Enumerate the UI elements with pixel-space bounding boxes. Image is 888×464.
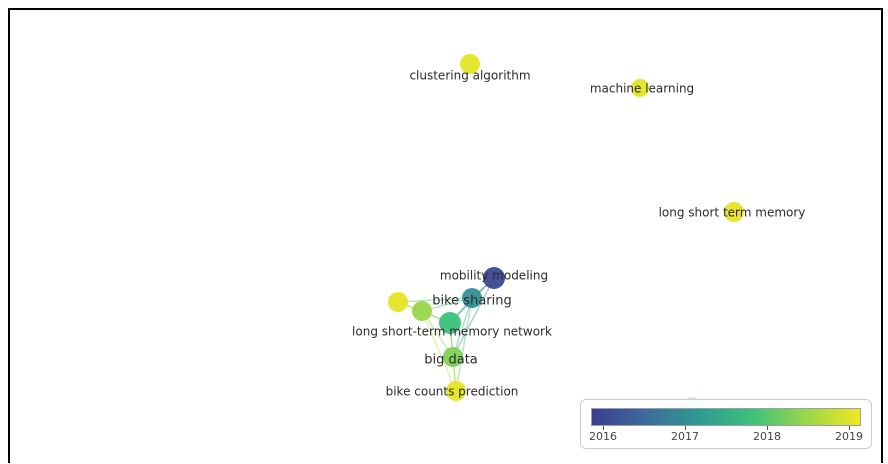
node-label-lstmnet: long short-term memory network bbox=[352, 325, 552, 339]
network-link bbox=[452, 277, 495, 358]
node-layer bbox=[388, 54, 744, 415]
label-layer: clustering algorithm machine learning long… bbox=[352, 69, 805, 414]
node-ml[interactable] bbox=[631, 79, 649, 97]
node-unlabeled2[interactable] bbox=[412, 301, 432, 321]
legend-tick-mark bbox=[767, 426, 768, 430]
node-mobility[interactable] bbox=[483, 267, 505, 289]
node-lstmnet[interactable] bbox=[439, 312, 461, 334]
legend-tick-2019: 2019 bbox=[835, 430, 863, 443]
node-label-ml: machine learning bbox=[590, 82, 694, 96]
legend-color-gradient bbox=[591, 408, 861, 426]
network-canvas[interactable]: clustering algorithm machine learning long… bbox=[8, 8, 883, 463]
node-label-bikecounts: bike counts prediction bbox=[386, 385, 519, 399]
network-link bbox=[452, 297, 473, 358]
legend-tick-mark bbox=[603, 426, 604, 430]
node-label-clustering: clustering algorithm bbox=[409, 69, 530, 83]
node-clustering[interactable] bbox=[460, 54, 480, 74]
network-link bbox=[421, 310, 457, 392]
node-bikecounts[interactable] bbox=[446, 381, 466, 401]
node-label-bikesharing: bike sharing bbox=[432, 294, 512, 309]
node-bigdata[interactable] bbox=[443, 347, 463, 367]
node-label-lstm: long short term memory bbox=[659, 206, 806, 220]
year-color-legend: 2016 2017 2018 2019 bbox=[580, 399, 872, 449]
node-label-mobility: mobility modeling bbox=[440, 269, 548, 283]
legend-tick-mark bbox=[685, 426, 686, 430]
overlay-visualization-svg: clustering algorithm machine learning long… bbox=[352, 54, 805, 415]
network-link bbox=[455, 297, 473, 392]
legend-tick-2016: 2016 bbox=[589, 430, 617, 443]
node-bikesharing[interactable] bbox=[462, 288, 482, 308]
network-link bbox=[397, 297, 473, 303]
legend-tick-mark bbox=[849, 426, 850, 430]
legend-tick-2018: 2018 bbox=[753, 430, 781, 443]
legend-tick-2017: 2017 bbox=[671, 430, 699, 443]
node-unlabeled1[interactable] bbox=[388, 292, 408, 312]
node-label-bigdata: big data bbox=[424, 353, 478, 368]
node-lstm[interactable] bbox=[724, 202, 744, 222]
